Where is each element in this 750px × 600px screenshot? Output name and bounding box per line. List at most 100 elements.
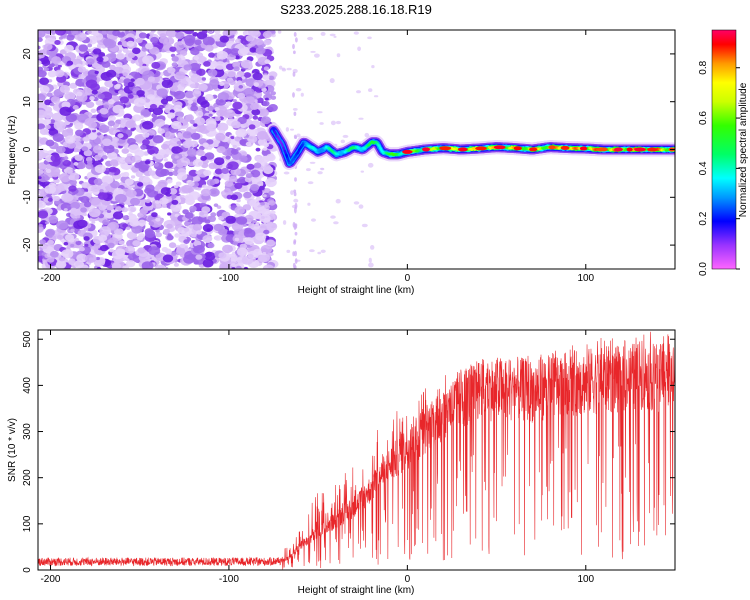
noise-speckle — [124, 155, 136, 164]
noise-speckle — [82, 136, 90, 142]
noise-speckle — [45, 221, 49, 225]
noise-speckle — [125, 260, 136, 268]
noise-speckle — [230, 136, 235, 140]
noise-speckle — [86, 58, 95, 65]
noise-speckle — [139, 115, 145, 120]
noise-speckle — [171, 199, 179, 205]
carrier-hotspot — [529, 147, 538, 152]
noise-speckle — [309, 249, 315, 253]
noise-speckle — [293, 32, 297, 37]
carrier-hotspot — [560, 145, 570, 150]
noise-speckle — [155, 152, 164, 160]
noise-speckle — [250, 169, 261, 178]
noise-speckle — [224, 180, 234, 187]
noise-speckle — [242, 204, 252, 211]
colorbar-tick-label: 0.2 — [698, 211, 709, 225]
noise-speckle — [185, 197, 195, 206]
colorbar-label: Normalized spectral amplitude — [738, 82, 749, 217]
noise-speckle — [329, 33, 336, 37]
noise-speckle — [105, 167, 109, 171]
noise-speckle — [168, 242, 177, 249]
noise-speckle — [155, 203, 162, 208]
noise-speckle — [38, 210, 49, 219]
noise-speckle — [257, 130, 269, 140]
noise-speckle — [320, 249, 326, 253]
noise-speckle — [268, 190, 275, 196]
noise-speckle — [316, 111, 323, 114]
noise-speckle — [127, 138, 136, 145]
noise-speckle — [133, 97, 146, 107]
noise-speckle — [330, 215, 336, 219]
noise-speckle — [200, 155, 207, 161]
noise-speckle — [158, 36, 168, 44]
noise-speckle — [152, 107, 164, 116]
noise-speckle — [263, 229, 270, 235]
noise-speckle — [214, 116, 221, 122]
snr-x-tick-label: 0 — [405, 574, 411, 585]
noise-speckle — [153, 162, 159, 167]
snr-y-tick-label: 100 — [22, 515, 33, 532]
noise-speckle — [204, 94, 214, 101]
noise-speckle — [260, 244, 273, 254]
noise-speckle — [63, 208, 68, 212]
noise-speckle — [160, 98, 169, 105]
noise-speckle — [262, 264, 275, 269]
noise-speckle — [125, 120, 137, 129]
noise-speckle — [38, 200, 46, 209]
noise-speckle — [174, 30, 181, 33]
noise-speckle — [234, 206, 245, 215]
noise-speckle — [69, 82, 78, 89]
noise-speckle — [154, 200, 160, 204]
noise-speckle — [127, 81, 135, 87]
noise-speckle — [240, 59, 253, 69]
noise-speckle — [195, 170, 200, 175]
noise-speckle — [98, 124, 110, 133]
noise-speckle — [61, 249, 74, 259]
noise-speckle — [204, 152, 215, 160]
noise-speckle — [203, 169, 212, 177]
noise-speckle — [252, 72, 263, 81]
noise-speckle — [135, 171, 143, 178]
noise-speckle — [190, 48, 200, 56]
noise-speckle — [194, 117, 206, 126]
noise-speckle — [76, 161, 86, 170]
noise-speckle — [235, 128, 248, 138]
noise-speckle — [64, 91, 76, 101]
noise-speckle — [173, 90, 186, 100]
noise-speckle — [39, 77, 50, 85]
noise-speckle-layer — [38, 30, 382, 269]
noise-speckle — [213, 157, 225, 166]
noise-speckle — [167, 212, 172, 216]
noise-speckle — [117, 133, 124, 139]
noise-speckle — [195, 254, 203, 260]
noise-speckle — [83, 227, 89, 231]
noise-speckle — [183, 254, 195, 264]
noise-speckle — [186, 148, 198, 157]
noise-speckle — [122, 48, 129, 53]
noise-speckle — [97, 192, 108, 200]
noise-speckle — [58, 36, 63, 40]
noise-speckle — [80, 196, 90, 203]
noise-speckle — [95, 256, 100, 261]
noise-speckle — [74, 237, 79, 242]
noise-speckle — [370, 245, 375, 250]
noise-speckle — [69, 172, 80, 181]
noise-speckle — [169, 109, 175, 114]
noise-speckle — [51, 35, 56, 39]
noise-speckle — [192, 90, 202, 98]
noise-speckle — [38, 45, 41, 50]
noise-speckle — [250, 184, 260, 191]
noise-speckle — [294, 177, 297, 182]
noise-speckle — [82, 87, 94, 96]
noise-speckle — [292, 262, 296, 269]
noise-speckle — [80, 207, 87, 213]
noise-speckle — [207, 69, 218, 77]
noise-speckle — [39, 239, 46, 245]
noise-speckle — [230, 148, 239, 155]
noise-speckle — [202, 36, 215, 46]
noise-speckle — [173, 104, 183, 112]
noise-speckle — [112, 104, 124, 114]
noise-speckle — [204, 44, 214, 52]
noise-speckle — [335, 120, 341, 125]
noise-speckle — [102, 138, 112, 147]
